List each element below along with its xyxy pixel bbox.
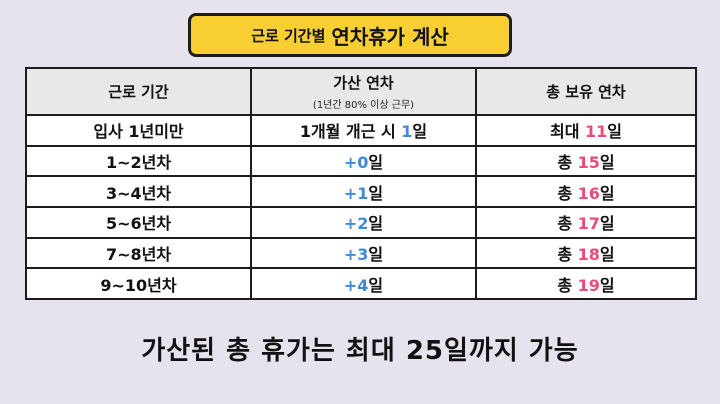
header-added-note: (1년간 80% 이상 근무) bbox=[312, 100, 415, 111]
added-cell: +4일 bbox=[250, 267, 477, 300]
total-cell: 총 19일 bbox=[475, 267, 697, 300]
total-cell: 총 17일 bbox=[475, 205, 697, 239]
table-row: 5~6년차 +2일 총 17일 bbox=[25, 205, 697, 239]
total-cell: 총 15일 bbox=[475, 144, 697, 178]
title-prefix: 근로 기간별 bbox=[251, 26, 326, 45]
footer-note: 가산된 총 휴가는 최대 25일까지 가능 bbox=[141, 336, 579, 366]
annual-leave-table: 근로 기간 가산 연차 (1년간 80% 이상 근무) 총 보유 연차 입사 1… bbox=[25, 67, 697, 300]
total-cell: 총 16일 bbox=[475, 175, 697, 208]
period-cell: 7~8년차 bbox=[25, 236, 252, 270]
total-cell: 최대 11일 bbox=[475, 114, 697, 147]
added-cell: 1개월 개근 시 1일 bbox=[250, 114, 477, 147]
header-added: 가산 연차 (1년간 80% 이상 근무) bbox=[250, 67, 477, 116]
added-cell: +0일 bbox=[250, 144, 477, 178]
period-cell: 9~10년차 bbox=[25, 267, 252, 300]
period-cell: 3~4년차 bbox=[25, 175, 252, 208]
added-cell: +2일 bbox=[250, 205, 477, 239]
table-header-row: 근로 기간 가산 연차 (1년간 80% 이상 근무) 총 보유 연차 bbox=[25, 67, 697, 116]
header-period: 근로 기간 bbox=[25, 67, 252, 116]
title-banner: 근로 기간별 연차휴가 계산 bbox=[188, 13, 512, 57]
table-row: 입사 1년미만 1개월 개근 시 1일 최대 11일 bbox=[25, 114, 697, 147]
table-row: 1~2년차 +0일 총 15일 bbox=[25, 144, 697, 178]
total-cell: 총 18일 bbox=[475, 236, 697, 270]
period-cell: 5~6년차 bbox=[25, 205, 252, 239]
header-total: 총 보유 연차 bbox=[475, 67, 697, 116]
added-cell: +1일 bbox=[250, 175, 477, 208]
period-cell: 1~2년차 bbox=[25, 144, 252, 178]
title-main: 연차휴가 계산 bbox=[331, 24, 449, 49]
table-row: 9~10년차 +4일 총 19일 bbox=[25, 267, 697, 300]
table-row: 7~8년차 +3일 총 18일 bbox=[25, 236, 697, 270]
period-cell: 입사 1년미만 bbox=[25, 114, 252, 147]
added-cell: +3일 bbox=[250, 236, 477, 270]
table-row: 3~4년차 +1일 총 16일 bbox=[25, 175, 697, 208]
